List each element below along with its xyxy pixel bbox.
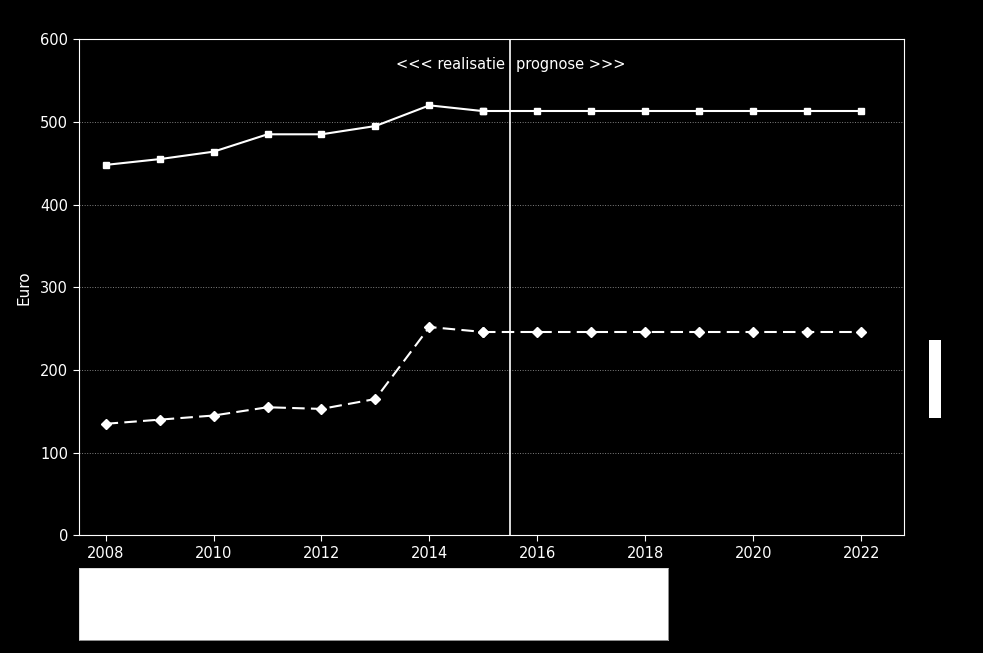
Text: <<< realisatie: <<< realisatie — [396, 57, 505, 72]
X-axis label: Jaar: Jaar — [477, 569, 506, 584]
Y-axis label: Euro: Euro — [17, 270, 31, 305]
Text: prognose >>>: prognose >>> — [516, 57, 625, 72]
